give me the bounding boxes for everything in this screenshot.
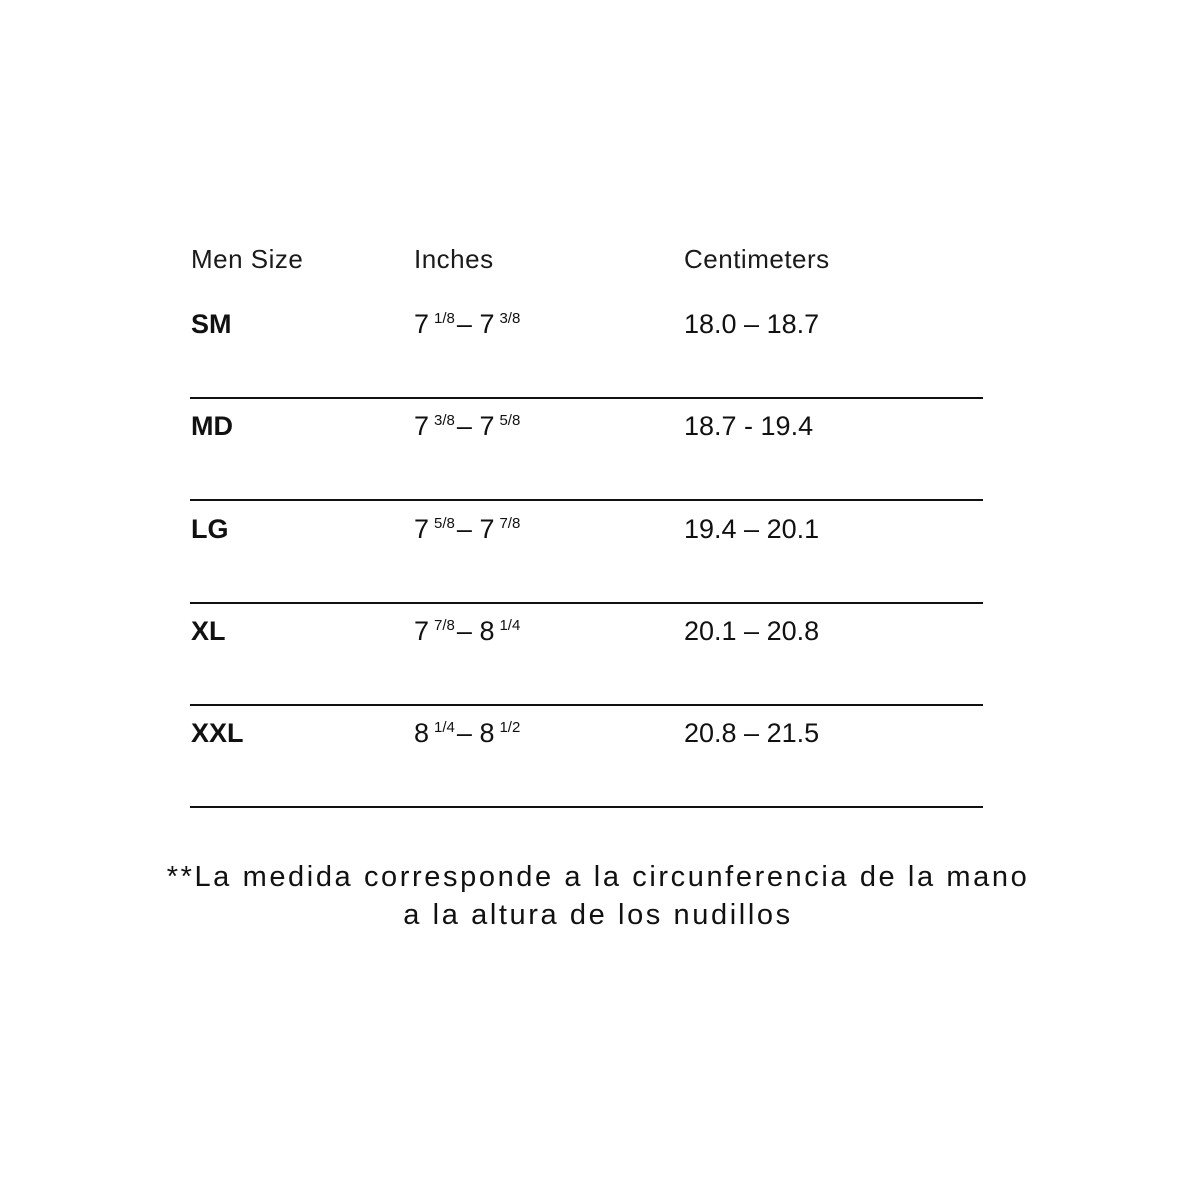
inches-to-fraction: 1/4 [499, 617, 521, 634]
header-centimeters: Centimeters [684, 244, 830, 274]
inches-to-fraction: 5/8 [499, 412, 521, 429]
size-label: MD [191, 411, 233, 441]
table-row: LG 7 5/8– 7 7/8 19.4 – 20.1 [190, 502, 983, 604]
inches-from: 8 [414, 718, 430, 748]
inches-to: 7 [479, 514, 495, 544]
size-label: XXL [191, 718, 244, 748]
inches-to: 7 [479, 411, 495, 441]
table-row: MD 7 3/8– 7 5/8 18.7 - 19.4 [190, 399, 983, 501]
inches-separator: – [456, 718, 472, 748]
size-label: XL [191, 616, 226, 646]
row-divider [190, 602, 983, 604]
inches-from-fraction: 1/4 [434, 719, 455, 736]
inches-range: 7 1/8– 7 3/8 [414, 309, 522, 340]
inches-to: 8 [479, 616, 495, 646]
inches-range: 7 5/8– 7 7/8 [414, 514, 522, 545]
centimeters-range: 20.8 – 21.5 [684, 718, 820, 748]
inches-to-fraction: 1/2 [499, 719, 521, 736]
inches-from-fraction: 1/8 [434, 310, 455, 327]
centimeters-range: 18.7 - 19.4 [684, 411, 814, 441]
inches-to: 8 [479, 718, 495, 748]
inches-from-fraction: 7/8 [434, 617, 455, 634]
inches-from-fraction: 5/8 [434, 515, 455, 532]
centimeters-range: 19.4 – 20.1 [684, 514, 820, 544]
header-men-size: Men Size [191, 244, 304, 274]
inches-from: 7 [414, 411, 430, 441]
row-divider [190, 704, 983, 706]
table-row: XL 7 7/8– 8 1/4 20.1 – 20.8 [190, 604, 983, 706]
row-divider [190, 806, 983, 808]
inches-separator: – [456, 616, 472, 646]
inches-to-fraction: 7/8 [499, 515, 521, 532]
size-label: SM [191, 309, 232, 339]
centimeters-range: 18.0 – 18.7 [684, 309, 820, 339]
table-row: XXL 8 1/4– 8 1/2 20.8 – 21.5 [190, 706, 983, 808]
row-divider [190, 397, 983, 399]
inches-from: 7 [414, 514, 430, 544]
centimeters-range: 20.1 – 20.8 [684, 616, 820, 646]
inches-separator: – [456, 309, 472, 339]
inches-from: 7 [414, 309, 430, 339]
inches-to-fraction: 3/8 [499, 310, 521, 327]
footnote-line-2: a la altura de los nudillos [403, 899, 793, 931]
inches-separator: – [456, 411, 472, 441]
inches-range: 8 1/4– 8 1/2 [414, 718, 522, 749]
table-row: SM 7 1/8– 7 3/8 18.0 – 18.7 [190, 297, 983, 399]
size-label: LG [191, 514, 229, 544]
inches-from: 7 [414, 616, 430, 646]
inches-range: 7 7/8– 8 1/4 [414, 616, 522, 647]
footnote: **La medida corresponde a la circunferen… [0, 858, 1196, 934]
inches-separator: – [456, 514, 472, 544]
inches-to: 7 [479, 309, 495, 339]
footnote-line-1: **La medida corresponde a la circunferen… [166, 861, 1030, 893]
inches-range: 7 3/8– 7 5/8 [414, 411, 522, 442]
row-divider [190, 499, 983, 501]
inches-from-fraction: 3/8 [434, 412, 455, 429]
header-inches: Inches [414, 244, 494, 274]
